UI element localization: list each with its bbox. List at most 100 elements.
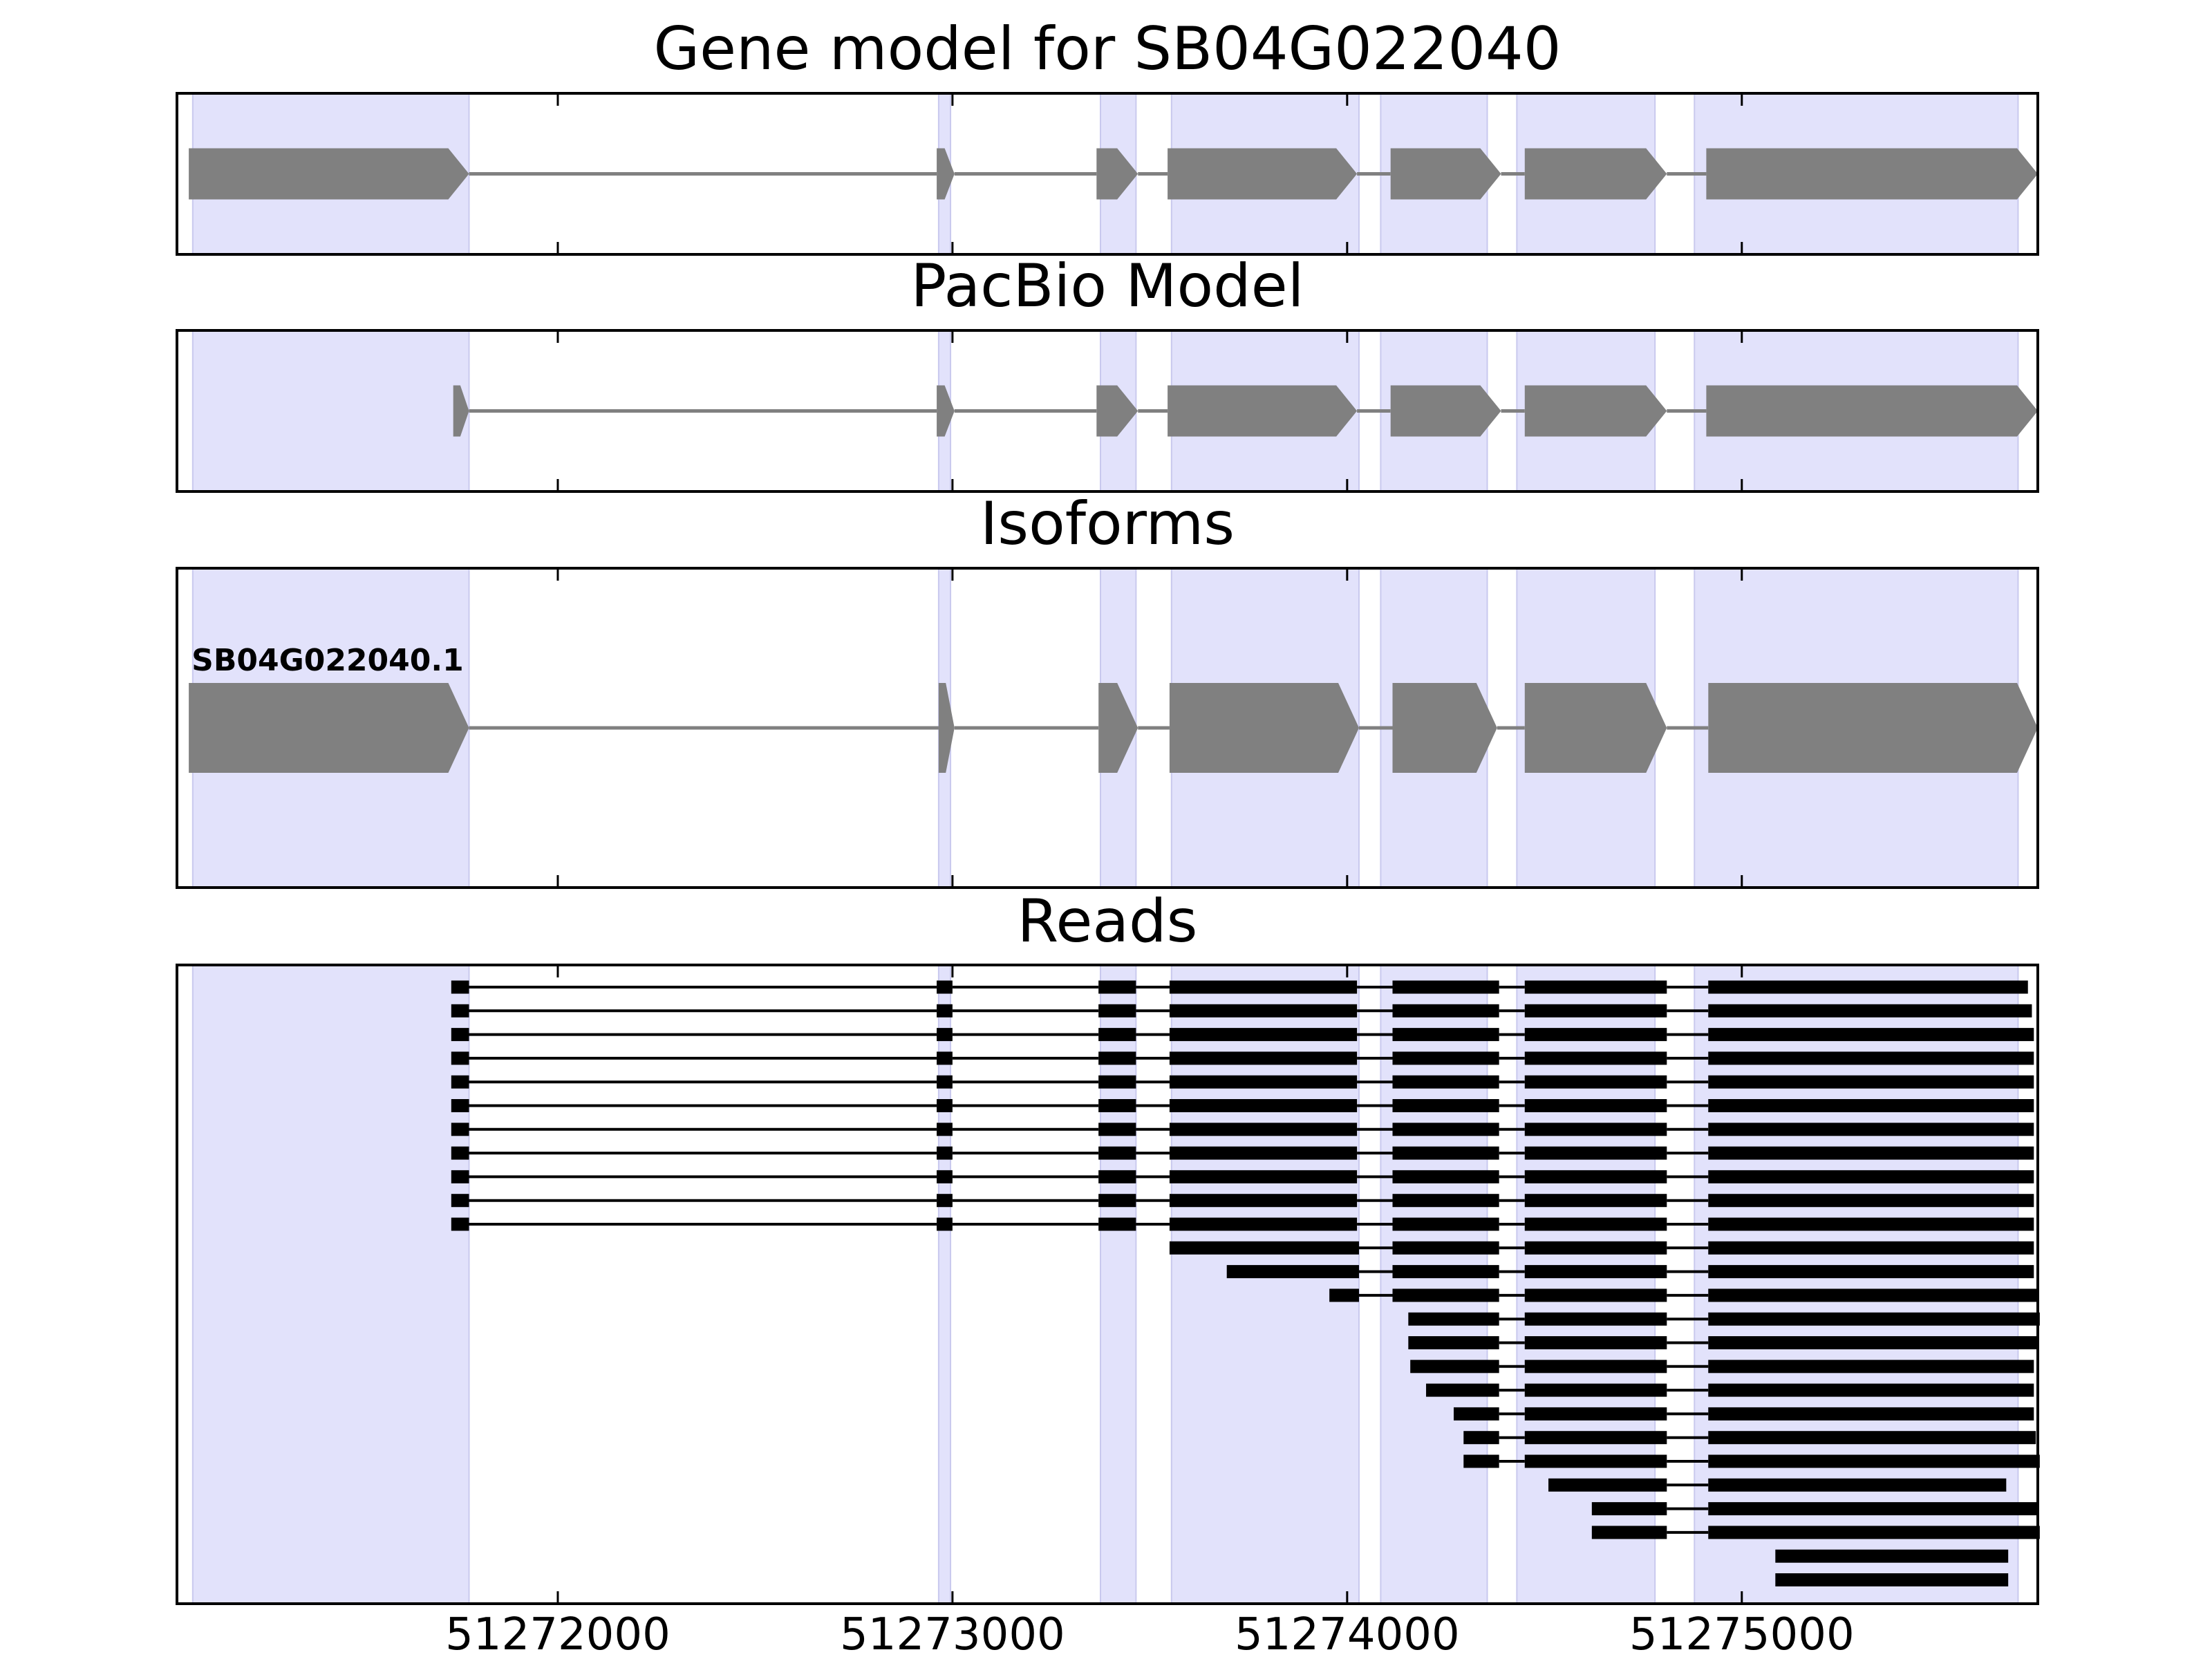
read-block bbox=[1708, 1146, 2034, 1160]
exon-arrow bbox=[1706, 385, 2038, 437]
read-6 bbox=[451, 1099, 2034, 1112]
read-block bbox=[1392, 1288, 1499, 1302]
exon-arrow bbox=[189, 683, 469, 773]
read-2 bbox=[451, 1004, 2032, 1018]
exon-arrow bbox=[937, 385, 955, 437]
read-block bbox=[937, 1146, 953, 1160]
read-16 bbox=[1408, 1336, 2038, 1349]
read-9 bbox=[451, 1170, 2034, 1183]
panel-frame bbox=[176, 567, 2039, 889]
read-block bbox=[1098, 1004, 1136, 1018]
read-21 bbox=[1463, 1454, 2040, 1468]
exon-arrow bbox=[1390, 148, 1501, 200]
read-block bbox=[1708, 1454, 2040, 1468]
read-block bbox=[1169, 1217, 1358, 1231]
read-block bbox=[451, 1099, 469, 1112]
x-tick-label: 51273000 bbox=[840, 1609, 1065, 1659]
read-block bbox=[1708, 1431, 2036, 1445]
read-block bbox=[1392, 980, 1499, 994]
read-block bbox=[1524, 1265, 1667, 1279]
read-block bbox=[1169, 1051, 1358, 1065]
read-8 bbox=[451, 1146, 2034, 1160]
read-25 bbox=[1775, 1549, 2009, 1563]
read-14 bbox=[1329, 1288, 2038, 1302]
read-block bbox=[1708, 1051, 2034, 1065]
read-block bbox=[937, 1075, 953, 1089]
panel-frame bbox=[176, 92, 2039, 256]
read-block bbox=[937, 1194, 953, 1208]
exon-arrow bbox=[1708, 683, 2038, 773]
read-block bbox=[451, 1194, 469, 1208]
read-block bbox=[1392, 1075, 1499, 1089]
read-7 bbox=[451, 1123, 2034, 1136]
read-block bbox=[1392, 1217, 1499, 1231]
read-block bbox=[1392, 1194, 1499, 1208]
read-block bbox=[1524, 1051, 1667, 1065]
read-block bbox=[937, 1099, 953, 1112]
read-block bbox=[1524, 1336, 1667, 1349]
exon-shade-band bbox=[1170, 964, 1360, 1604]
exon-arrow bbox=[1096, 148, 1138, 200]
read-block bbox=[1708, 1028, 2034, 1042]
read-block bbox=[1392, 1146, 1499, 1160]
exon-arrow bbox=[1706, 148, 2038, 200]
read-block bbox=[451, 1004, 469, 1018]
read-block bbox=[1524, 1360, 1667, 1374]
read-20 bbox=[1463, 1431, 2036, 1445]
panel-title: Isoforms bbox=[980, 489, 1235, 559]
read-block bbox=[1524, 1241, 1667, 1255]
read-block bbox=[1524, 1146, 1667, 1160]
read-block bbox=[1169, 1194, 1358, 1208]
read-block bbox=[1548, 1478, 1667, 1492]
read-block bbox=[1591, 1526, 1667, 1539]
read-block bbox=[1775, 1549, 2009, 1563]
read-block bbox=[1708, 1123, 2034, 1136]
read-block bbox=[1392, 1241, 1499, 1255]
read-5 bbox=[451, 1075, 2034, 1089]
read-24 bbox=[1591, 1526, 2040, 1539]
read-23 bbox=[1591, 1502, 2038, 1516]
read-block bbox=[1708, 1336, 2038, 1349]
read-10 bbox=[451, 1194, 2034, 1208]
read-18 bbox=[1426, 1383, 2034, 1397]
read-block bbox=[1708, 1288, 2038, 1302]
read-block bbox=[1392, 1028, 1499, 1042]
panel-title: Reads bbox=[1018, 887, 1198, 956]
read-block bbox=[1708, 1478, 2007, 1492]
isoform-label: SB04G022040.1 bbox=[191, 643, 464, 678]
read-block bbox=[1708, 1383, 2034, 1397]
exon-shade-band bbox=[1516, 964, 1656, 1604]
read-13 bbox=[1226, 1265, 2034, 1279]
x-tick-label: 51272000 bbox=[445, 1609, 671, 1659]
exon-arrow bbox=[1168, 385, 1358, 437]
read-block bbox=[1098, 1123, 1136, 1136]
read-block bbox=[1708, 1265, 2034, 1279]
read-block bbox=[1524, 1312, 1667, 1326]
read-block bbox=[1098, 1028, 1136, 1042]
read-block bbox=[1169, 1241, 1359, 1255]
panels-group: Gene model for SB04G022040 PacBio Model Is… bbox=[176, 15, 2040, 1659]
read-block bbox=[1169, 1123, 1358, 1136]
read-block bbox=[1708, 1170, 2034, 1183]
read-block bbox=[1524, 1004, 1667, 1018]
read-block bbox=[1708, 1312, 2040, 1326]
read-17 bbox=[1410, 1360, 2034, 1374]
read-block bbox=[1098, 1099, 1136, 1112]
exon-arrow bbox=[1524, 385, 1667, 437]
exon-shade-band bbox=[191, 964, 470, 1604]
read-block bbox=[937, 1028, 953, 1042]
exon-arrow bbox=[1524, 683, 1667, 773]
read-block bbox=[1708, 1194, 2034, 1208]
read-block bbox=[451, 1051, 469, 1065]
read-block bbox=[1098, 1194, 1136, 1208]
read-block bbox=[1524, 1431, 1667, 1445]
read-block bbox=[937, 1123, 953, 1136]
read-block bbox=[1392, 1004, 1499, 1018]
read-block bbox=[451, 1075, 469, 1089]
read-4 bbox=[451, 1051, 2034, 1065]
read-block bbox=[1098, 1075, 1136, 1089]
read-block bbox=[1708, 1502, 2038, 1516]
exon-arrow bbox=[1096, 385, 1138, 437]
read-block bbox=[451, 1217, 469, 1231]
